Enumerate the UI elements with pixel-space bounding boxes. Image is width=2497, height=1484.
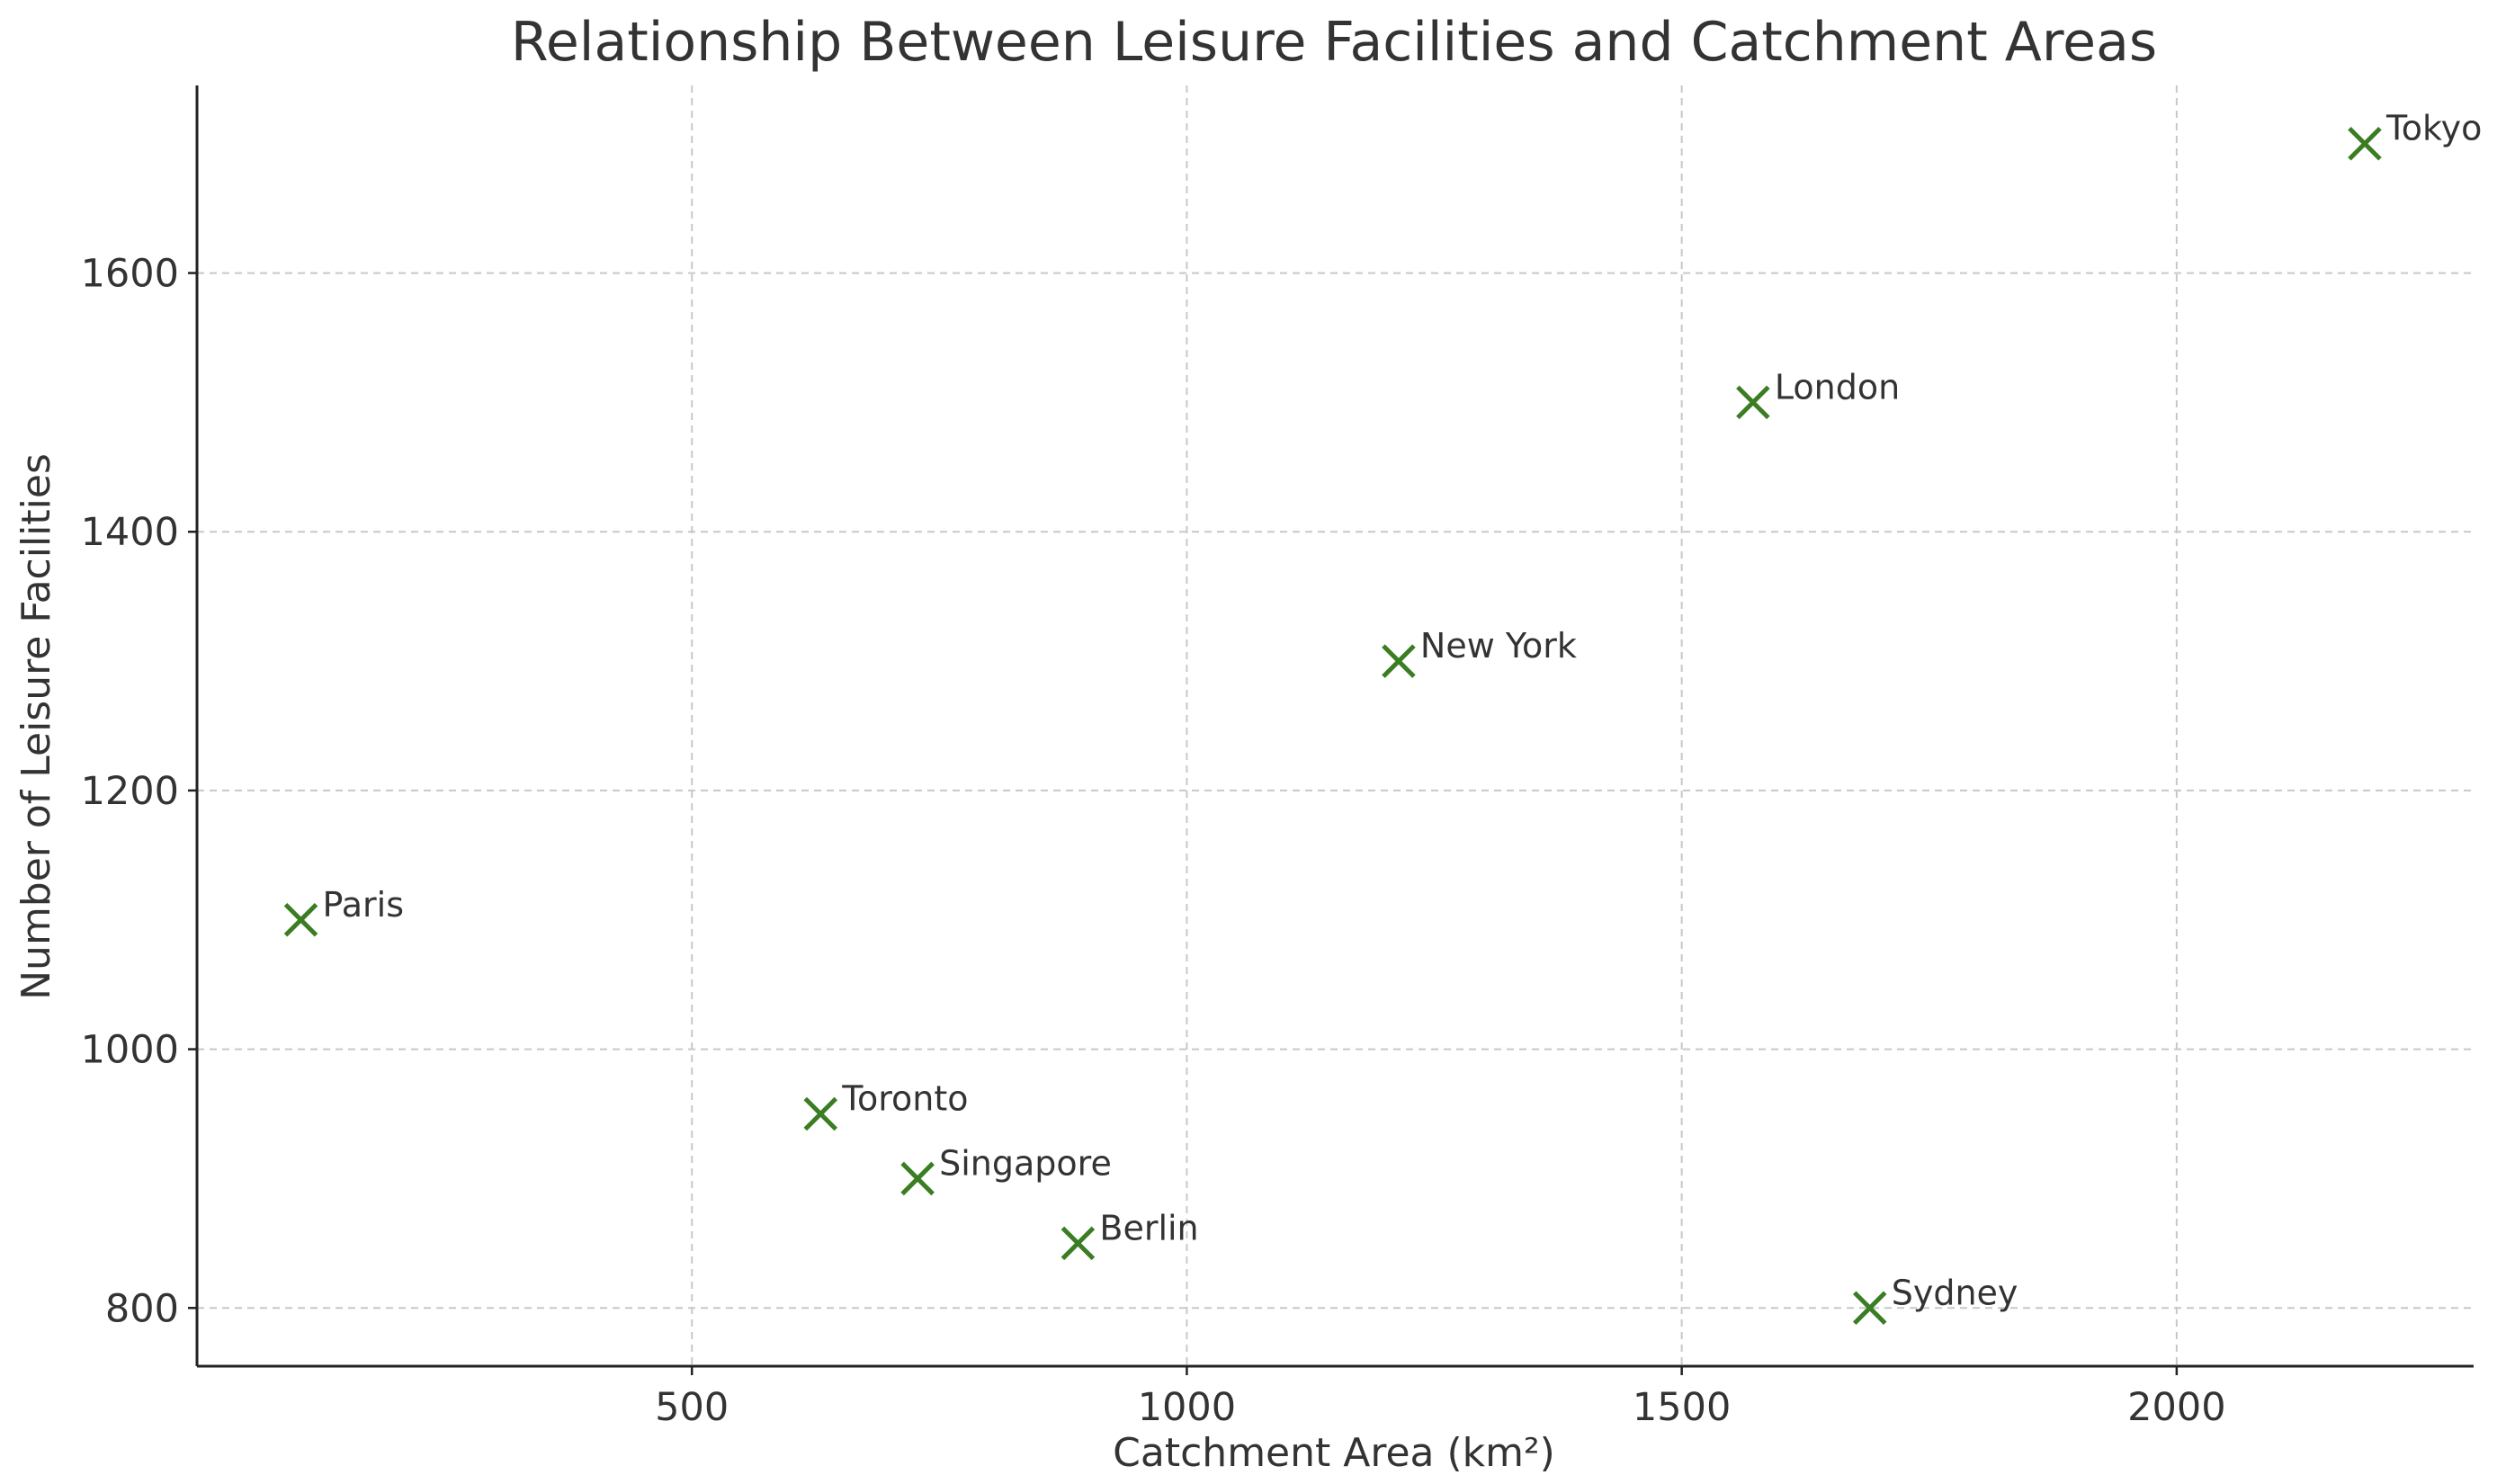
data-point-singapore: Singapore (900, 1143, 1112, 1196)
y-axis-label: Number of Leisure Facilities (13, 453, 59, 1000)
point-label-tokyo: Tokyo (2385, 109, 2482, 148)
x-marker-berlin (1061, 1226, 1096, 1261)
point-label-singapore: Singapore (939, 1143, 1112, 1183)
x-tick-label-2000: 2000 (2127, 1385, 2225, 1430)
data-point-sydney: Sydney (1852, 1273, 2018, 1326)
point-label-toronto: Toronto (841, 1079, 968, 1119)
x-marker-new-york (1382, 644, 1416, 678)
x-axis-label: Catchment Area (km²) (1113, 1430, 1555, 1476)
point-label-paris: Paris (323, 885, 404, 925)
axes (195, 85, 2474, 1368)
x-tick-label-1000: 1000 (1138, 1385, 1236, 1430)
x-marker-singapore (900, 1161, 935, 1196)
data-points: Tokyo London New York Paris Toronto Singapore… (283, 109, 2482, 1326)
y-tick-label-1400: 1400 (81, 510, 179, 555)
data-point-paris: Paris (283, 885, 404, 937)
y-tick-label-1600: 1600 (81, 252, 179, 297)
data-point-tokyo: Tokyo (2348, 109, 2482, 161)
point-label-berlin: Berlin (1099, 1208, 1198, 1247)
data-point-london: London (1736, 367, 1900, 420)
tick-labels: 500 1000 1500 2000 800 1000 1200 1400 1600 (81, 252, 2226, 1430)
x-tick-label-1500: 1500 (1633, 1385, 1731, 1430)
y-tick-label-800: 800 (105, 1286, 179, 1331)
data-point-toronto: Toronto (803, 1079, 969, 1131)
y-tick-label-1000: 1000 (81, 1028, 179, 1073)
data-point-new-york: New York (1382, 626, 1577, 678)
data-point-berlin: Berlin (1061, 1208, 1199, 1261)
point-label-new-york: New York (1420, 626, 1577, 666)
x-marker-london (1736, 385, 1770, 420)
x-marker-tokyo (2348, 126, 2382, 161)
point-label-london: London (1775, 367, 1900, 407)
grid (197, 85, 2474, 1366)
y-tick-label-1200: 1200 (81, 769, 179, 814)
x-marker-toronto (803, 1096, 838, 1131)
x-marker-sydney (1852, 1291, 1887, 1326)
x-tick-label-500: 500 (655, 1385, 729, 1430)
chart-title: Relationship Between Leisure Facilities … (511, 11, 2157, 74)
x-marker-paris (283, 902, 318, 937)
point-label-sydney: Sydney (1892, 1273, 2018, 1312)
